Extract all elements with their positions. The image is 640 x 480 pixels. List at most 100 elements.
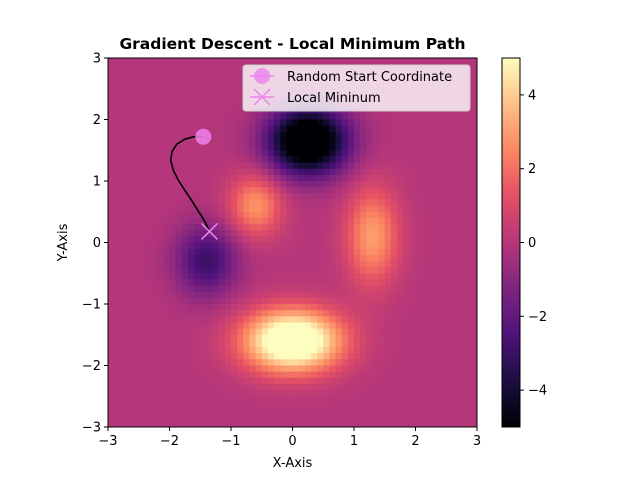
heatmap-cell — [212, 76, 220, 84]
heatmap-cell — [200, 328, 207, 336]
heatmap-cell — [274, 371, 281, 379]
heatmap-cell — [126, 414, 134, 422]
heatmap-cell — [390, 402, 398, 410]
heatmap-cell — [347, 242, 355, 250]
heatmap-cell — [157, 64, 164, 71]
heatmap-cell — [114, 88, 121, 96]
heatmap-cell — [427, 224, 435, 231]
heatmap-cell — [415, 199, 423, 207]
heatmap-cell — [366, 131, 374, 139]
heatmap-cell — [126, 131, 134, 139]
heatmap-cell — [138, 217, 146, 225]
heatmap-cell — [114, 304, 121, 311]
heatmap-cell — [440, 193, 447, 201]
heatmap-cell — [335, 420, 343, 427]
heatmap-cell — [187, 101, 195, 108]
heatmap-cell — [126, 334, 134, 342]
heatmap-cell — [126, 101, 134, 108]
heatmap-cell — [237, 82, 244, 90]
heatmap-cell — [384, 168, 392, 176]
heatmap-cell — [280, 162, 287, 170]
heatmap-cell — [446, 297, 453, 305]
heatmap-cell — [317, 334, 324, 342]
heatmap-cell — [237, 371, 244, 379]
heatmap-cell — [231, 353, 238, 360]
heatmap-cell — [212, 119, 220, 127]
heatmap-cell — [347, 224, 355, 231]
heatmap-cell — [335, 162, 343, 170]
heatmap-cell — [378, 371, 386, 379]
heatmap-cell — [397, 377, 404, 385]
heatmap-cell — [433, 334, 441, 342]
heatmap-cell — [470, 187, 477, 194]
heatmap-cell — [323, 144, 330, 151]
heatmap-cell — [280, 137, 287, 145]
heatmap-cell — [157, 254, 164, 262]
heatmap-cell — [446, 181, 453, 188]
heatmap-cell — [347, 211, 355, 219]
heatmap-cell — [114, 390, 121, 397]
heatmap-cell — [249, 224, 257, 231]
legend-box — [242, 64, 471, 112]
heatmap-cell — [237, 199, 244, 207]
heatmap-cell — [286, 248, 294, 256]
heatmap-cell — [458, 144, 466, 151]
heatmap-cell — [341, 340, 349, 348]
heatmap-cell — [187, 402, 195, 410]
x-tick-label: 0 — [288, 434, 296, 449]
heatmap-cell — [120, 347, 128, 354]
heatmap-cell — [187, 396, 195, 403]
heatmap-cell — [458, 371, 466, 379]
heatmap-cell — [403, 162, 410, 170]
heatmap-cell — [317, 254, 324, 262]
heatmap-cell — [206, 334, 214, 342]
heatmap-cell — [329, 113, 337, 121]
heatmap-cell — [452, 199, 460, 207]
heatmap-cell — [446, 285, 453, 293]
heatmap-cell — [372, 224, 380, 231]
heatmap-cell — [255, 187, 263, 194]
heatmap-cell — [415, 119, 423, 127]
heatmap-cell — [403, 414, 410, 422]
heatmap-cell — [323, 168, 330, 176]
heatmap-cell — [144, 82, 152, 90]
heatmap-cell — [151, 316, 158, 324]
heatmap-cell — [163, 137, 171, 145]
heatmap-cell — [181, 217, 189, 225]
heatmap-cell — [108, 205, 115, 213]
heatmap-cell — [151, 396, 158, 403]
heatmap-cell — [304, 144, 312, 151]
heatmap-cell — [280, 236, 287, 244]
heatmap-cell — [397, 193, 404, 201]
heatmap-cell — [390, 285, 398, 293]
heatmap-cell — [138, 119, 146, 127]
heatmap-cell — [187, 58, 195, 65]
heatmap-cell — [360, 260, 367, 268]
heatmap-cell — [138, 260, 146, 268]
heatmap-cell — [151, 408, 158, 416]
heatmap-cell — [261, 211, 269, 219]
heatmap-cell — [132, 267, 140, 274]
heatmap-cell — [452, 365, 460, 373]
heatmap-cell — [224, 359, 232, 367]
heatmap-cell — [261, 310, 269, 317]
heatmap-cell — [200, 260, 207, 268]
heatmap-cell — [452, 113, 460, 121]
heatmap-cell — [181, 168, 189, 176]
heatmap-cell — [255, 297, 263, 305]
heatmap-cell — [384, 162, 392, 170]
heatmap-cell — [433, 402, 441, 410]
heatmap-cell — [310, 279, 318, 287]
heatmap-cell — [114, 260, 121, 268]
heatmap-cell — [157, 285, 164, 293]
heatmap-cell — [354, 125, 361, 133]
heatmap-cell — [470, 113, 477, 121]
heatmap-cell — [452, 193, 460, 201]
heatmap-cell — [360, 365, 367, 373]
heatmap-cell — [274, 119, 281, 127]
heatmap-cell — [446, 365, 453, 373]
heatmap-cell — [317, 279, 324, 287]
heatmap-cell — [237, 187, 244, 194]
heatmap-cell — [231, 322, 238, 330]
heatmap-cell — [323, 347, 330, 354]
